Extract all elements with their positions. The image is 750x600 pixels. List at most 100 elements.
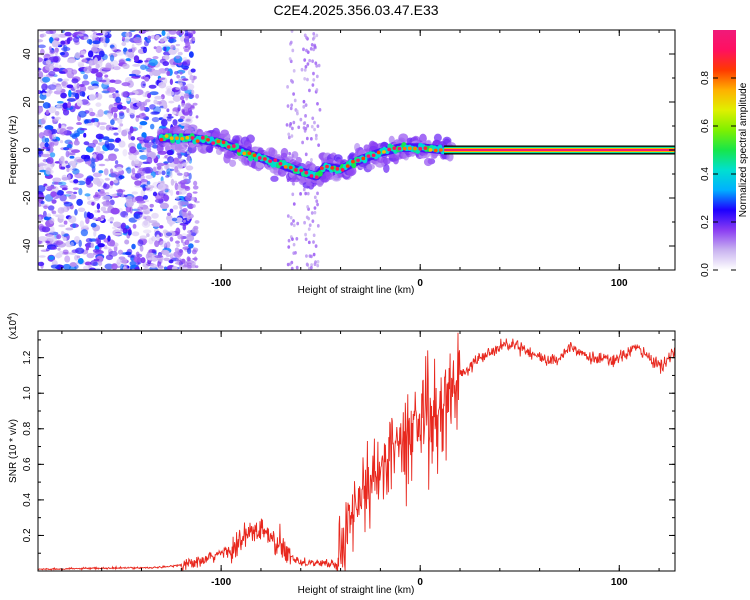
noise-speckle — [49, 141, 55, 148]
noise-speckle — [38, 30, 46, 32]
noise-speckle — [96, 33, 104, 36]
vertical-streak-speckle — [313, 45, 317, 49]
vertical-streak-speckle — [295, 236, 299, 241]
noise-speckle — [69, 160, 76, 166]
noise-speckle — [95, 145, 101, 152]
vertical-streak-speckle — [292, 69, 296, 73]
vertical-streak-speckle — [309, 254, 313, 259]
x-tick-label: -100 — [211, 577, 231, 588]
noise-speckle — [92, 172, 102, 178]
noise-speckle — [50, 191, 57, 198]
noise-speckle — [170, 189, 174, 196]
noise-speckle — [134, 180, 142, 186]
noise-speckle — [98, 150, 105, 155]
y-tick-label: -20 — [22, 190, 33, 205]
noise-speckle — [83, 73, 89, 80]
noise-speckle — [88, 93, 96, 101]
noise-speckle — [38, 202, 42, 207]
vertical-streak-speckle — [303, 76, 307, 81]
noise-speckle — [171, 111, 177, 115]
noise-speckle — [179, 115, 185, 120]
ridge-halo — [291, 151, 299, 159]
ridge-core — [211, 141, 216, 145]
noise-speckle — [160, 118, 168, 127]
noise-speckle — [118, 256, 126, 260]
noise-speckle — [83, 141, 90, 146]
noise-speckle — [88, 107, 94, 113]
noise-speckle — [192, 204, 196, 208]
noise-speckle — [121, 91, 129, 98]
noise-speckle — [116, 104, 123, 110]
noise-speckle — [145, 136, 155, 141]
noise-speckle — [189, 39, 193, 45]
ridge-core — [175, 136, 179, 141]
noise-speckle — [157, 183, 166, 191]
noise-speckle — [185, 165, 194, 171]
noise-speckle — [79, 270, 83, 277]
noise-speckle — [184, 180, 188, 184]
ridge-halo — [187, 124, 198, 131]
noise-speckle — [73, 140, 80, 146]
ridge-core — [392, 146, 397, 150]
noise-speckle — [83, 265, 91, 270]
vertical-streak-speckle — [317, 143, 321, 147]
ridge-halo — [205, 145, 213, 153]
noise-speckle — [144, 60, 149, 63]
noise-speckle — [186, 262, 192, 267]
noise-speckle — [169, 170, 173, 179]
vertical-streak-speckle — [292, 120, 296, 125]
noise-speckle — [77, 33, 84, 37]
noise-speckle — [176, 74, 181, 79]
noise-speckle — [74, 209, 78, 216]
vertical-streak-speckle — [312, 71, 315, 76]
noise-speckle — [183, 219, 186, 223]
noise-speckle — [170, 178, 175, 186]
vertical-streak-speckle — [318, 108, 322, 112]
noise-speckle — [95, 63, 100, 69]
ridge-halo — [433, 133, 442, 142]
noise-speckle — [61, 46, 71, 52]
noise-speckle — [113, 179, 119, 184]
noise-speckle — [85, 122, 94, 126]
noise-speckle — [182, 271, 188, 276]
noise-speckle — [138, 124, 143, 129]
noise-speckle — [69, 152, 76, 156]
noise-speckle — [54, 47, 59, 53]
noise-speckle — [103, 168, 109, 176]
noise-speckle — [174, 70, 179, 75]
noise-speckle — [139, 235, 147, 240]
spectrogram-image — [38, 30, 675, 277]
ridge-halo — [270, 175, 279, 182]
ridge-core — [366, 154, 371, 158]
noise-speckle — [162, 61, 170, 67]
ridge-core — [159, 137, 164, 142]
colorbar-gradient — [713, 30, 736, 270]
noise-speckle — [146, 180, 151, 185]
ridge-core — [418, 146, 423, 151]
noise-speckle — [98, 170, 104, 174]
noise-speckle — [188, 243, 194, 249]
vertical-streak-speckle — [300, 67, 304, 72]
vertical-streak-speckle — [306, 191, 310, 196]
noise-speckle — [152, 221, 160, 228]
noise-speckle — [149, 91, 159, 96]
noise-speckle — [38, 236, 48, 242]
ridge-core — [376, 150, 381, 155]
ridge-core — [407, 146, 412, 151]
noise-speckle — [126, 166, 132, 174]
noise-speckle — [45, 167, 52, 175]
noise-speckle — [45, 59, 52, 65]
noise-speckle — [170, 271, 179, 275]
vertical-streak-speckle — [312, 252, 316, 257]
noise-speckle — [87, 50, 94, 58]
noise-speckle — [59, 140, 64, 144]
noise-speckle — [184, 35, 189, 39]
noise-speckle — [149, 208, 153, 212]
noise-speckle — [187, 210, 192, 216]
noise-speckle — [51, 133, 57, 140]
noise-speckle — [72, 187, 80, 191]
noise-speckle — [136, 200, 146, 204]
noise-speckle — [59, 157, 65, 165]
noise-speckle — [125, 199, 134, 208]
